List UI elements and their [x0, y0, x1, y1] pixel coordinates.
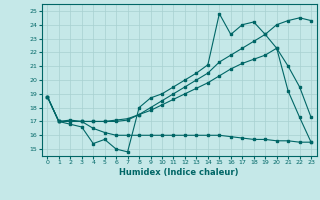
- X-axis label: Humidex (Indice chaleur): Humidex (Indice chaleur): [119, 168, 239, 177]
